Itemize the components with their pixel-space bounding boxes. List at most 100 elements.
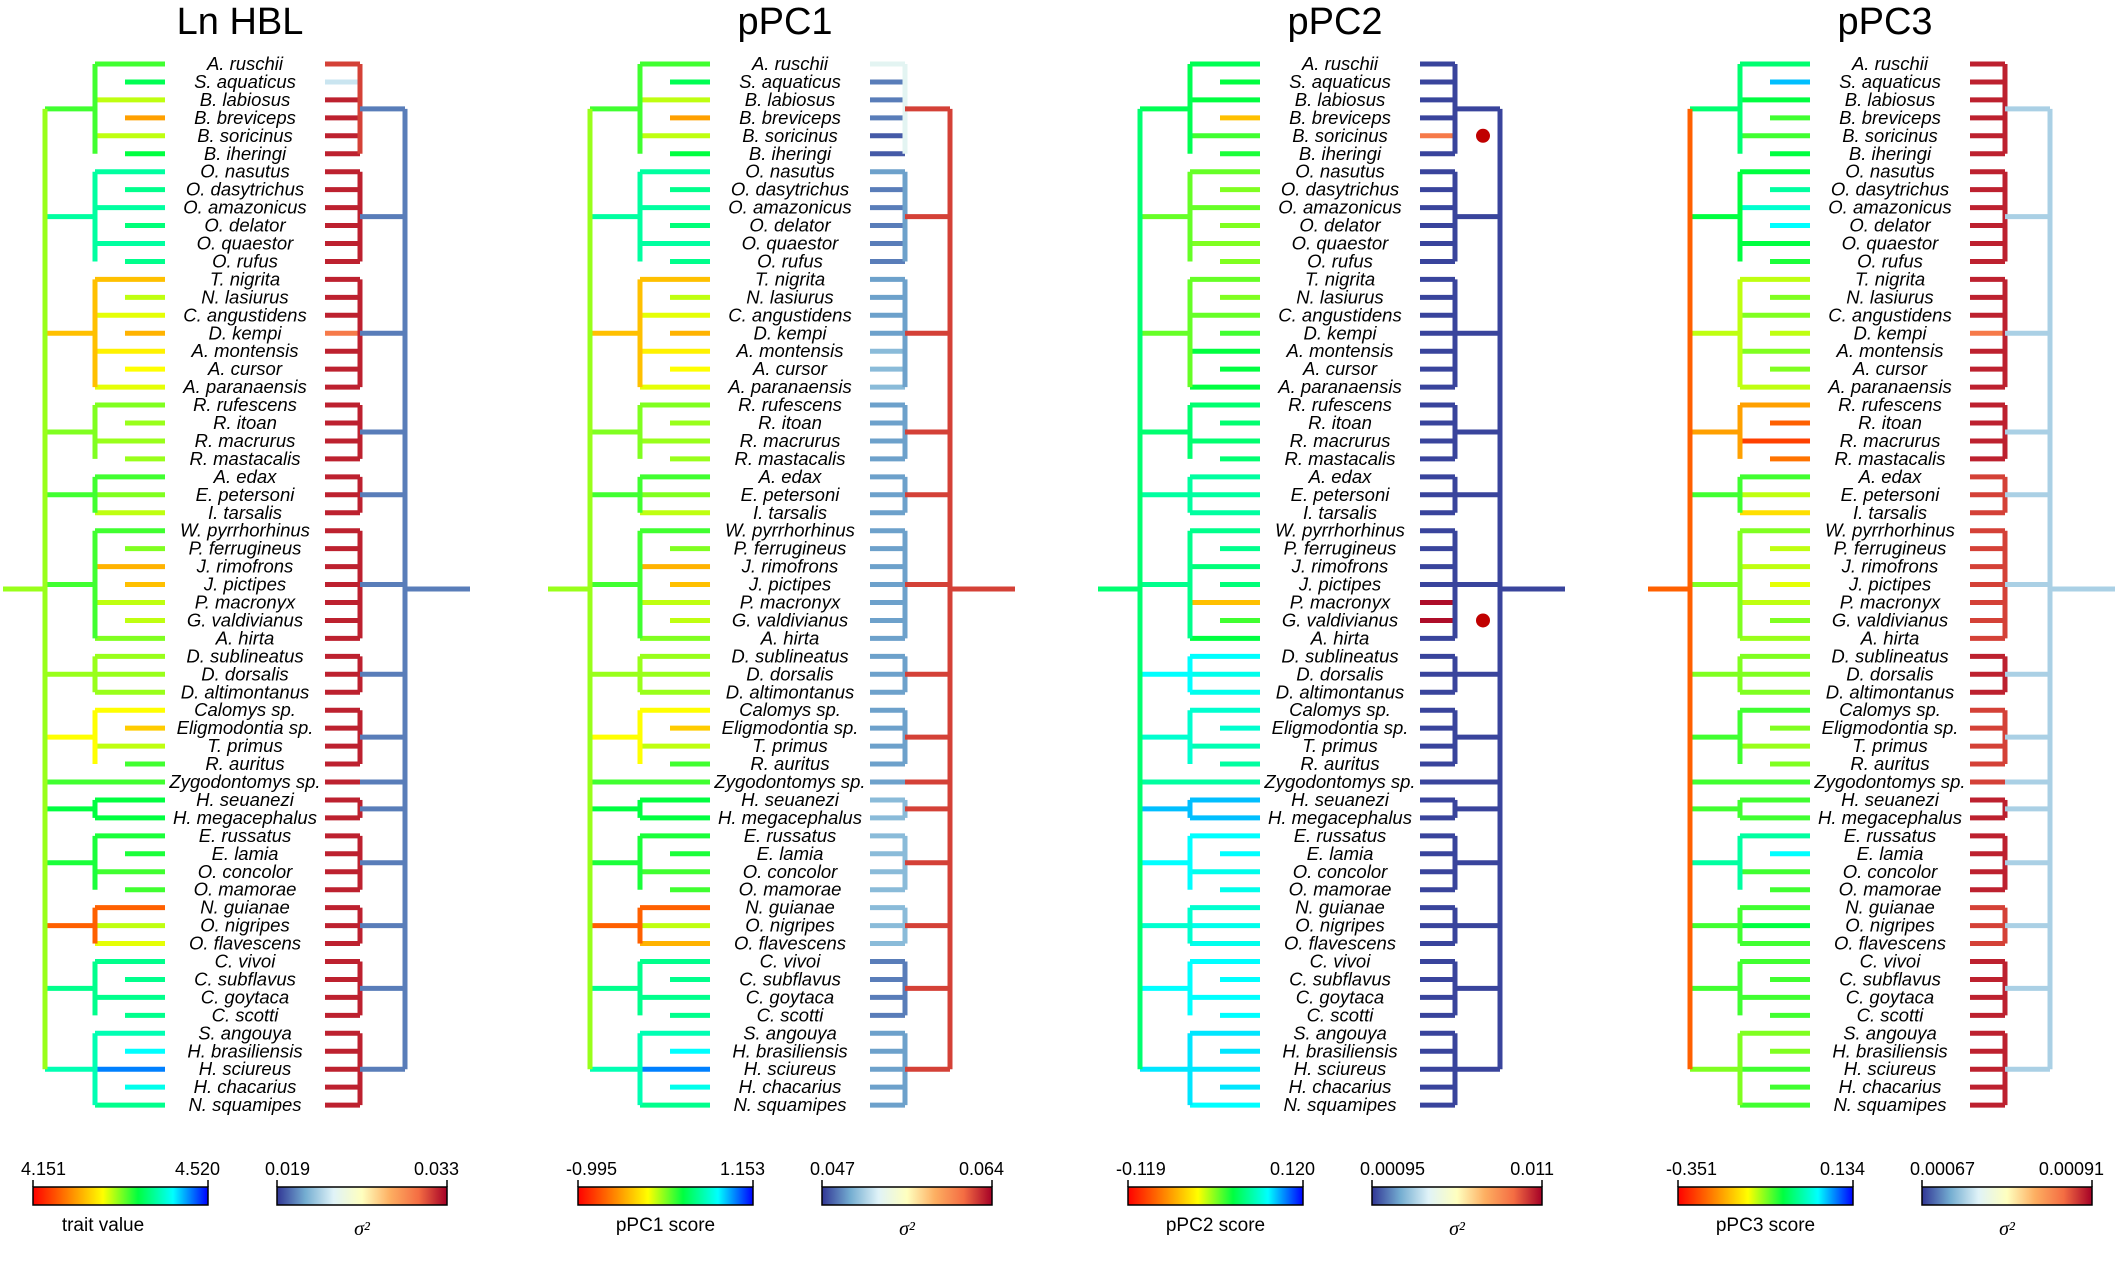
taxon-label: G. valdivianus <box>1832 609 1948 630</box>
taxon-label: T. primus <box>1852 735 1927 756</box>
taxon-label: D. sublineatus <box>1831 645 1948 666</box>
taxon-label: A. paranaensis <box>1277 376 1401 397</box>
rate-colorbar <box>1371 1186 1543 1206</box>
taxon-label: E. russatus <box>1844 825 1937 846</box>
taxon-label: R. auritus <box>1850 753 1929 774</box>
taxon-label: A. paranaensis <box>1827 376 1951 397</box>
taxon-label: C. subflavus <box>1289 968 1391 989</box>
taxon-label: R. auritus <box>1300 753 1379 774</box>
taxon-label: D. altimontanus <box>726 681 855 702</box>
taxon-label: A. hirta <box>760 627 820 648</box>
taxon-label: O. delator <box>1849 215 1931 236</box>
taxon-label: B. iheringi <box>1299 143 1382 164</box>
taxon-label: D. kempi <box>754 322 828 343</box>
taxon-label: H. megacephalus <box>1268 807 1412 828</box>
trait-colorbar <box>1127 1186 1304 1206</box>
panel-title: pPC3 <box>1837 1 1932 43</box>
taxon-label: Calomys sp. <box>1839 699 1941 720</box>
taxon-label: A. hirta <box>1310 627 1370 648</box>
taxon-label: O. quaestor <box>1292 233 1390 254</box>
taxon-label: N. lasiurus <box>746 286 833 307</box>
taxon-label: O. concolor <box>198 861 293 882</box>
colorbar-tick-label: 4.520 <box>175 1159 220 1179</box>
taxon-label: J. rimofrons <box>196 556 294 577</box>
taxon-label: N. lasiurus <box>201 286 288 307</box>
taxon-label: O. dasytrichus <box>1831 179 1949 200</box>
taxon-label: C. vivoi <box>215 951 277 972</box>
taxon-label: O. amazonicus <box>1278 197 1401 218</box>
taxon-label: H. sciureus <box>1844 1058 1937 1079</box>
taxon-label: B. labiosus <box>1845 89 1936 110</box>
colorbar-tick-label: 0.120 <box>1270 1159 1315 1179</box>
taxon-label: H. seuanezi <box>1291 789 1390 810</box>
taxon-label: T. nigrita <box>210 268 280 289</box>
taxon-label: Eligmodontia sp. <box>1272 717 1409 738</box>
panel-title: pPC1 <box>737 1 832 43</box>
taxon-label: B. soricinus <box>1292 125 1388 146</box>
taxon-label: A. ruschii <box>206 53 284 74</box>
taxon-label: H. chacarius <box>1289 1076 1392 1097</box>
taxon-label: Calomys sp. <box>1289 699 1391 720</box>
taxon-label: Calomys sp. <box>739 699 841 720</box>
taxon-label: O. concolor <box>743 861 838 882</box>
taxon-label: A. edax <box>213 466 277 487</box>
taxon-label: D. dorsalis <box>1846 663 1933 684</box>
rate-colorbar <box>1921 1186 2093 1206</box>
trait-colorbar <box>577 1186 754 1206</box>
taxon-label: O. flavescens <box>734 933 846 954</box>
taxon-label: E. petersoni <box>1841 484 1941 505</box>
taxon-label: B. soricinus <box>197 125 293 146</box>
taxon-label: O. rufus <box>1307 250 1373 271</box>
taxon-label: I. tarsalis <box>1303 502 1377 523</box>
taxon-label: J. rimofrons <box>1291 556 1389 577</box>
legends: -0.119 0.120 0.00095 0.011 pPC2 score σ² <box>1116 1159 1554 1240</box>
taxon-label: C. angustidens <box>183 304 306 325</box>
taxon-label: A. ruschii <box>1851 53 1929 74</box>
taxon-label: H. megacephalus <box>173 807 317 828</box>
taxon-label: T. primus <box>752 735 827 756</box>
colorbar-tick-label: -0.995 <box>566 1159 617 1179</box>
taxon-label: O. concolor <box>1843 861 1938 882</box>
taxon-label: O. nigripes <box>1845 915 1934 936</box>
taxon-label: H. megacephalus <box>718 807 862 828</box>
rate-colorbar <box>276 1186 448 1206</box>
taxon-label: O. amazonicus <box>728 197 851 218</box>
taxon-label: R. macrurus <box>1290 430 1391 451</box>
taxon-label: N. lasiurus <box>1846 286 1933 307</box>
taxon-label: C. angustidens <box>1278 304 1401 325</box>
taxon-label: O. flavescens <box>1284 933 1396 954</box>
taxon-label: Eligmodontia sp. <box>722 717 859 738</box>
taxon-label: E. petersoni <box>741 484 841 505</box>
taxon-label: C. scotti <box>212 1004 280 1025</box>
taxon-label: A. hirta <box>215 627 275 648</box>
taxon-label: C. scotti <box>1857 1004 1925 1025</box>
taxon-label: R. mastacalis <box>189 448 300 469</box>
taxon-label: J. pictipes <box>1848 574 1931 595</box>
legends: -0.351 0.134 0.00067 0.00091 pPC3 score σ² <box>1666 1159 2104 1240</box>
taxon-label: B. iheringi <box>1849 143 1932 164</box>
taxon-label: H. chacarius <box>194 1076 297 1097</box>
taxon-label: T. nigrita <box>1305 268 1375 289</box>
taxon-label: O. nasutus <box>200 161 289 182</box>
taxon-label: D. sublineatus <box>1281 645 1398 666</box>
taxon-label: D. dorsalis <box>746 663 833 684</box>
taxon-label: G. valdivianus <box>187 609 303 630</box>
taxon-label: O. delator <box>204 215 286 236</box>
taxon-label: A. paranaensis <box>727 376 851 397</box>
taxon-label: H. seuanezi <box>741 789 840 810</box>
taxon-label: H. brasiliensis <box>1282 1040 1397 1061</box>
taxon-label: B. labiosus <box>200 89 291 110</box>
taxon-label: R. mastacalis <box>1284 448 1395 469</box>
taxon-label: G. valdivianus <box>732 609 848 630</box>
trait-tree <box>548 61 710 1108</box>
taxon-label: A. ruschii <box>751 53 829 74</box>
taxon-label: R. itoan <box>1858 412 1922 433</box>
taxon-label: P. macronyx <box>1290 592 1391 613</box>
taxon-label: S. aquaticus <box>739 71 841 92</box>
taxon-label: G. valdivianus <box>1282 609 1398 630</box>
